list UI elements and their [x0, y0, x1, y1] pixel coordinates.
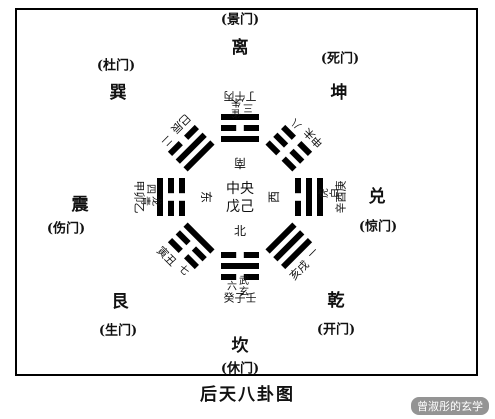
trigram-name-li: 离 — [232, 37, 249, 58]
yao-yin — [221, 274, 237, 280]
trigram-name-zhen: 震 — [71, 195, 90, 215]
element-label-char: 武 — [239, 274, 249, 287]
element-label-char: 龙 — [150, 196, 163, 206]
yao-yang — [317, 178, 323, 216]
yao-yin — [221, 125, 237, 131]
yao-yang — [157, 178, 163, 216]
yao-yin — [265, 140, 281, 156]
yao-yin — [179, 200, 185, 216]
gate-label-dui: (惊门) — [359, 219, 397, 235]
number-label: 三 — [243, 102, 253, 113]
gate-label-kun: (死门) — [321, 51, 359, 67]
branches-label: 丁午丙 — [224, 90, 257, 103]
number-label: 七 — [176, 262, 192, 278]
branches-label: 甲卯乙 — [133, 181, 146, 214]
gate-label-gen: (生门) — [99, 323, 137, 339]
number-label: 四 — [145, 184, 156, 194]
yao-yin — [243, 125, 259, 131]
number-label: 八 — [289, 116, 304, 131]
yao-yin — [289, 148, 305, 164]
element-label-char: 朱 — [231, 96, 241, 108]
trigram-qian: 一亥戌 — [265, 222, 321, 283]
branches-label: 辛酉庚 — [334, 181, 348, 214]
trigram-xun: 二巳辰 — [159, 111, 215, 172]
yao-yin — [221, 252, 237, 258]
direction-label: 西 — [267, 191, 281, 203]
element-label-char: 白 — [328, 188, 341, 198]
yao-yin — [175, 230, 191, 246]
yao-yang — [221, 114, 259, 120]
yao-yin — [243, 252, 259, 258]
center-line2: 戊己 — [226, 199, 254, 215]
element-label: 玄武 — [239, 274, 249, 298]
yao-yin — [183, 124, 199, 140]
yao-yin — [281, 124, 297, 140]
yao-yang — [281, 238, 313, 270]
yao-yin — [295, 178, 301, 194]
number-label: 一 — [306, 246, 321, 261]
watermark: 曾淑彤的玄学 — [411, 397, 489, 415]
yao-yin — [167, 140, 183, 156]
trigram-name-qian: 乾 — [328, 290, 345, 311]
gate-label-qian: (开门) — [317, 322, 355, 338]
yao-yang — [306, 178, 312, 216]
element-label-char: 青 — [139, 196, 152, 206]
element-label-char: 玄 — [239, 285, 249, 298]
element-label: 朱雀 — [231, 96, 241, 119]
number-label: 二 — [159, 133, 174, 148]
gate-label-kan: (休门) — [221, 361, 259, 377]
yao-yin — [297, 140, 313, 156]
center-line1: 中央 — [226, 181, 254, 197]
element-label-char: 雀 — [231, 107, 241, 119]
yao-yang — [183, 222, 215, 254]
yao-yin — [183, 254, 199, 270]
yao-yang — [221, 263, 259, 269]
yao-yang — [183, 140, 215, 172]
trigram-name-xun: 巽 — [110, 83, 127, 103]
trigram-name-dui: 兑 — [369, 186, 386, 207]
gate-label-xun: (杜门) — [97, 58, 135, 74]
trigram-name-kan: 坎 — [232, 335, 249, 356]
yao-yin — [168, 178, 174, 194]
trigram-gen: 七寅丑 — [154, 222, 215, 278]
gate-label-zhen: (伤门) — [47, 221, 85, 237]
direction-label: 北 — [234, 224, 246, 238]
yao-yin — [295, 200, 301, 216]
yao-yang — [175, 132, 207, 164]
yao-yang — [221, 136, 259, 142]
element-label-char: 虎 — [318, 188, 330, 198]
yao-yang — [273, 230, 305, 262]
trigram-name-gen: 艮 — [112, 292, 130, 312]
yao-yin — [191, 246, 207, 262]
gate-label-li: (景门) — [221, 12, 259, 28]
trigram-dui: 西 白虎 辛酉庚 — [267, 178, 348, 216]
yao-yin — [179, 178, 185, 194]
direction-label: 南 — [234, 156, 246, 171]
element-label: 青龙 — [139, 196, 163, 206]
trigram-kun: 八申未 — [265, 116, 326, 172]
diagram-caption: 后天八卦图 — [200, 385, 295, 405]
trigram-name-kun: 坤 — [331, 82, 348, 103]
yao-yang — [265, 222, 297, 254]
yao-yin — [273, 132, 289, 148]
yao-yin — [243, 274, 259, 280]
yao-yin — [281, 156, 297, 172]
element-label: 白虎 — [318, 188, 341, 198]
yao-yin — [168, 200, 174, 216]
direction-label: 东 — [199, 191, 213, 203]
diagram-frame — [15, 8, 478, 376]
number-label: 六 — [227, 281, 237, 293]
yao-yin — [167, 238, 183, 254]
branches-label: 癸子壬 — [224, 291, 257, 305]
